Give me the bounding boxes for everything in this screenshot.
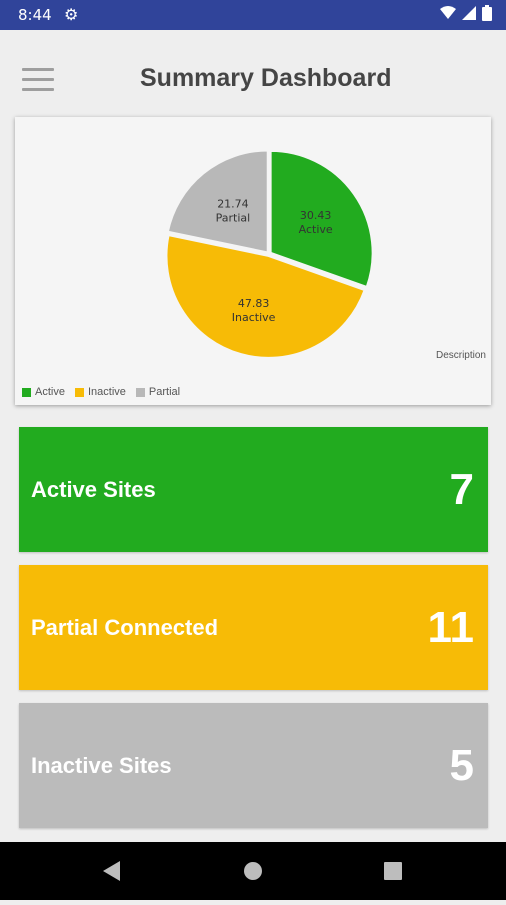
- inactive-sites-count: 5: [449, 740, 474, 790]
- legend-item-inactive: Inactive: [74, 386, 126, 398]
- signal-icon: [462, 6, 476, 20]
- pie-slice-inactive: [165, 233, 366, 359]
- home-button[interactable]: [223, 842, 283, 900]
- pie-label-partial: Partial: [216, 212, 251, 225]
- status-time: 8:44: [18, 6, 52, 24]
- legend-swatch-inactive: [74, 387, 84, 397]
- chart-description: Description: [435, 350, 486, 361]
- chart-legend: Active Inactive Partial: [22, 386, 180, 398]
- pie-value-partial: 21.74: [217, 198, 249, 211]
- pie-chart-card: 30.43 Active 47.83 Inactive 21.74 Partial Des…: [15, 117, 491, 405]
- recents-button[interactable]: [363, 842, 423, 900]
- settings-gear-icon: ⚙: [64, 7, 79, 24]
- active-sites-count: 7: [449, 464, 474, 514]
- inactive-sites-card[interactable]: Inactive Sites 5: [19, 703, 488, 828]
- legend-swatch-active: [22, 387, 31, 397]
- app-bar: Summary Dashboard: [0, 30, 506, 130]
- pie-value-inactive: 47.83: [238, 297, 270, 310]
- pie-label-active: Active: [299, 223, 333, 236]
- legend-swatch-partial: [135, 387, 145, 397]
- legend-label-partial: Partial: [148, 386, 181, 398]
- legend-label-active: Active: [35, 386, 65, 398]
- navigation-bar: [0, 842, 506, 900]
- back-triangle-icon: [103, 861, 120, 881]
- status-bar: 8:44 ⚙: [0, 0, 506, 30]
- page-title: Summary Dashboard: [140, 64, 392, 92]
- active-sites-card[interactable]: Active Sites 7: [19, 427, 488, 552]
- partial-connected-label: Partial Connected: [31, 614, 219, 640]
- pie-slice-active: [269, 149, 374, 289]
- wifi-icon: [440, 6, 456, 19]
- menu-icon[interactable]: [22, 68, 54, 92]
- status-icons: [440, 5, 492, 21]
- home-circle-icon: [244, 862, 262, 880]
- legend-item-partial: Partial: [135, 386, 181, 398]
- recents-square-icon: [384, 862, 402, 880]
- legend-item-active: Active: [22, 386, 65, 398]
- active-sites-label: Active Sites: [31, 476, 156, 502]
- battery-icon: [482, 5, 492, 21]
- partial-connected-count: 11: [427, 602, 474, 652]
- legend-label-inactive: Inactive: [87, 386, 126, 398]
- pie-slice-partial: [166, 149, 269, 254]
- back-button[interactable]: [82, 842, 142, 900]
- inactive-sites-label: Inactive Sites: [31, 752, 172, 778]
- partial-connected-card[interactable]: Partial Connected 11: [19, 565, 488, 690]
- pie-label-inactive: Inactive: [232, 311, 276, 324]
- pie-value-active: 30.43: [300, 209, 332, 222]
